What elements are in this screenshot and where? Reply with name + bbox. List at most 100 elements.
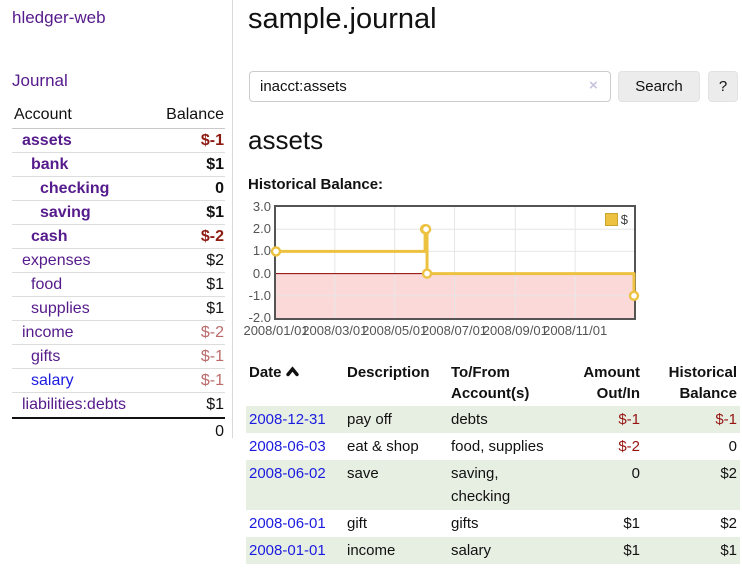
transaction-date-link[interactable]: 2008-12-31	[249, 411, 326, 428]
x-axis-tick-label: 2008/03/01	[302, 323, 368, 338]
accounts-table-header: Account Balance	[12, 103, 225, 129]
sidebar-account-link-saving[interactable]: saving	[40, 204, 91, 221]
chart-title: Historical Balance:	[248, 176, 384, 193]
account-balance: $-1	[200, 132, 224, 149]
transaction-row: 2008-06-03 eat & shop food, supplies $-2 0	[246, 433, 740, 460]
account-balance: $1	[206, 300, 224, 317]
x-axis-tick-label: 2008/11/01	[543, 323, 608, 338]
help-button[interactable]: ?	[708, 71, 738, 102]
account-row: supplies $1	[12, 297, 225, 321]
sidebar-account-link-gifts[interactable]: gifts	[31, 348, 61, 365]
accounts-total-row: 0	[12, 417, 225, 443]
search-input[interactable]	[249, 71, 611, 102]
account-row: food $1	[12, 273, 225, 297]
transaction-row: 2008-06-01 gift gifts $1 $2	[246, 510, 740, 537]
chart-plot-area	[270, 207, 640, 318]
sidebar-account-link-liabilities-debts[interactable]: liabilities:debts	[22, 396, 127, 413]
column-header-date-label: Date	[249, 364, 282, 381]
account-balance: $-1	[200, 372, 224, 389]
account-row: bank $1	[12, 153, 225, 177]
accounts-table: Account Balance assets $-1 bank $1 checking 0…	[12, 103, 225, 443]
account-row: expenses $2	[12, 249, 225, 273]
transaction-balance: $1	[720, 542, 737, 559]
sidebar-account-link-income[interactable]: income	[22, 324, 74, 341]
column-header-balance: Historical Balance	[668, 364, 737, 402]
transaction-amount: $1	[623, 542, 640, 559]
account-balance: $1	[206, 204, 224, 221]
transaction-description: save	[347, 465, 379, 482]
transaction-date-link[interactable]: 2008-06-02	[249, 465, 326, 482]
account-heading: assets	[248, 125, 324, 155]
sidebar-account-link-salary[interactable]: salary	[31, 372, 74, 389]
transactions-header-row: Date Description To/From Account(s) Amou…	[246, 362, 740, 406]
sidebar-account-link-supplies[interactable]: supplies	[31, 300, 90, 317]
account-balance: $1	[206, 276, 224, 293]
column-header-accounts: To/From Account(s)	[451, 364, 530, 402]
column-header-date[interactable]: Date	[246, 362, 344, 406]
y-axis-tick-label: 0.0	[252, 265, 271, 281]
account-balance: $-1	[200, 348, 224, 365]
x-axis-tick-label: 2008/09/01	[482, 323, 548, 338]
account-balance: $-2	[200, 324, 224, 341]
transaction-date-link[interactable]: 2008-06-01	[249, 515, 326, 532]
account-row: checking 0	[12, 177, 225, 201]
sidebar-account-link-bank[interactable]: bank	[31, 156, 69, 173]
transaction-accounts: salary	[451, 542, 492, 559]
x-axis-tick-label: 2008/07/01	[421, 323, 488, 338]
transactions-table: Date Description To/From Account(s) Amou…	[246, 362, 740, 564]
transaction-amount: $-1	[618, 411, 640, 428]
sidebar: hledger-web Journal Account Balance asse…	[0, 0, 233, 440]
sidebar-item-journal[interactable]: Journal	[12, 71, 68, 90]
sidebar-account-link-checking[interactable]: checking	[40, 180, 110, 197]
column-header-description: Description	[347, 364, 430, 381]
account-row: income $-2	[12, 321, 225, 345]
accounts-total-value: 0	[215, 423, 224, 440]
account-row: gifts $-1	[12, 345, 225, 369]
account-row: liabilities:debts $1	[12, 393, 225, 417]
sidebar-account-link-food[interactable]: food	[31, 276, 63, 293]
transaction-balance: 0	[728, 438, 737, 455]
transaction-date-link[interactable]: 2008-06-03	[249, 438, 326, 455]
transaction-amount: $-2	[618, 438, 640, 455]
transaction-balance: $-1	[715, 411, 737, 428]
account-row: saving $1	[12, 201, 225, 225]
page-title: sample.journal	[248, 3, 437, 35]
legend-label: $	[620, 212, 628, 227]
legend-swatch	[604, 213, 618, 226]
transaction-amount: $1	[623, 515, 640, 532]
transaction-date-link[interactable]: 2008-01-01	[249, 542, 326, 559]
clear-search-icon[interactable]: ×	[589, 77, 598, 94]
transaction-balance: $2	[720, 465, 737, 482]
account-balance: 0	[215, 180, 224, 197]
sidebar-account-link-assets[interactable]: assets	[22, 132, 72, 149]
chart-legend: $	[602, 211, 630, 228]
account-row: assets $-1	[12, 129, 225, 153]
y-axis-tick-label: 1.0	[252, 243, 271, 259]
y-axis-tick-label: 2.0	[252, 221, 271, 237]
transaction-accounts: food, supplies	[451, 438, 544, 455]
account-balance: $1	[206, 396, 224, 413]
transaction-description: eat & shop	[347, 438, 419, 455]
x-axis-tick-label: 2008/05/01	[362, 323, 428, 338]
search-button[interactable]: Search	[618, 71, 700, 102]
transaction-amount: 0	[631, 465, 640, 482]
transaction-description: income	[347, 542, 396, 559]
column-header-amount: Amount Out/In	[583, 364, 640, 402]
app-brand-link[interactable]: hledger-web	[12, 8, 106, 27]
sidebar-account-link-cash[interactable]: cash	[31, 228, 68, 245]
account-balance: $-2	[200, 228, 224, 245]
accounts-header-account: Account	[14, 106, 72, 123]
transaction-accounts: gifts	[451, 515, 479, 532]
account-balance: $2	[206, 252, 224, 269]
y-axis-tick-label: -2.0	[248, 310, 271, 325]
sidebar-account-link-expenses[interactable]: expenses	[22, 252, 91, 269]
sort-ascending-icon	[285, 362, 299, 383]
transaction-description: pay off	[347, 411, 392, 428]
account-balance: $1	[206, 156, 224, 173]
transaction-description: gift	[347, 515, 368, 532]
x-axis-tick-label: 2008/01/01	[243, 323, 309, 338]
accounts-header-balance: Balance	[166, 106, 224, 123]
y-axis-tick-label: 3.0	[252, 199, 271, 214]
balance-chart: $	[270, 205, 640, 320]
account-row: salary $-1	[12, 369, 225, 393]
